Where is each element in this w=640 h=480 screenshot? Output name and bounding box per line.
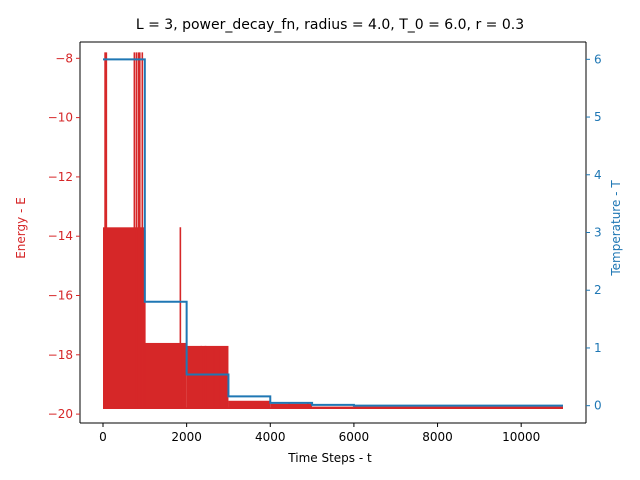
y-left-tick-label-0: −8 [55, 51, 73, 65]
y-right-tick-label-6: 6 [594, 52, 602, 66]
y-right-tick-label-0: 0 [594, 399, 602, 413]
y-left-tick-label-5: −18 [48, 348, 73, 362]
y-axis-right-label: Temperature - T [609, 180, 623, 277]
y-left-tick-label-1: −10 [48, 111, 73, 125]
temperature-line [103, 58, 563, 407]
axes: 0 2000 4000 6000 8000 10000 −8 −10 −12 −14 −16 −18 −… [48, 41, 602, 444]
x-tick-label-3: 6000 [339, 430, 370, 444]
x-tick-label-2: 4000 [255, 430, 286, 444]
y-right-tick-label-1: 1 [594, 341, 602, 355]
x-tick-label-4: 8000 [422, 430, 453, 444]
y-right-tick-label-5: 5 [594, 110, 602, 124]
energy-band-3 [228, 400, 271, 409]
plot-area [103, 52, 563, 409]
y-right-tick-label-2: 2 [594, 283, 602, 297]
y-left-tick-label-3: −14 [48, 229, 73, 243]
y-axis-left-label: Energy - E [14, 197, 28, 259]
x-axis-label: Time Steps - t [287, 451, 372, 465]
y-right-tick-label-4: 4 [594, 168, 602, 182]
y-left-tick-label-6: −20 [48, 407, 73, 421]
x-tick-label-0: 0 [99, 430, 107, 444]
x-tick-label-1: 2000 [171, 430, 202, 444]
chart-title: L = 3, power_decay_fn, radius = 4.0, T_0… [136, 17, 524, 33]
y-right-tick-label-3: 3 [594, 226, 602, 240]
y-left-tick-label-4: −16 [48, 289, 73, 303]
x-tick-label-5: 10000 [502, 430, 540, 444]
energy-band-2 [186, 345, 229, 409]
y-left-tick-label-2: −12 [48, 170, 73, 184]
energy-band-4 [270, 403, 313, 409]
